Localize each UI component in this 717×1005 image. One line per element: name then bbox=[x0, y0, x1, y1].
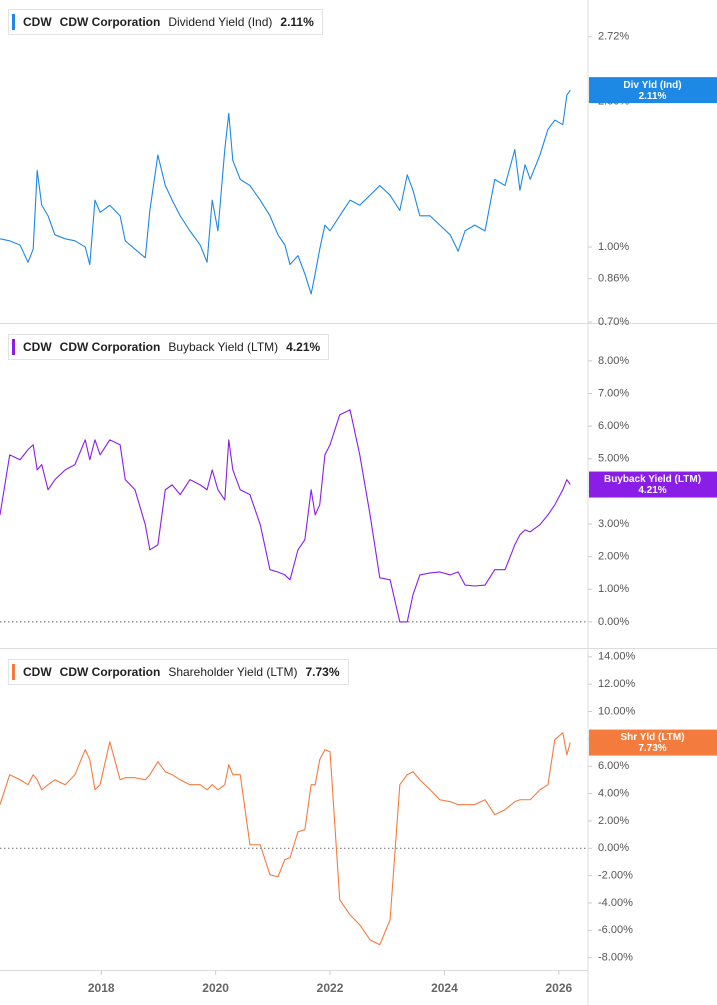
value-badge bbox=[589, 729, 717, 756]
y-tick-label: 0.00% bbox=[598, 616, 629, 628]
legend-series: Shareholder Yield (LTM) bbox=[168, 665, 298, 679]
y-tick-label: 6.00% bbox=[598, 420, 629, 432]
legend-value: 4.21% bbox=[286, 340, 321, 354]
legend: CDW CDW Corporation Dividend Yield (Ind) 2.… bbox=[8, 9, 323, 35]
badge-value: 7.73% bbox=[638, 743, 666, 754]
x-tick-label: 2022 bbox=[317, 981, 344, 995]
y-tick-label: -4.00% bbox=[598, 897, 633, 909]
badge-label: Div Yld (Ind) bbox=[623, 80, 681, 91]
y-tick-label: 5.00% bbox=[598, 453, 629, 465]
x-tick-label: 2024 bbox=[431, 981, 458, 995]
series-line bbox=[0, 409, 571, 623]
y-tick-label: -8.00% bbox=[598, 952, 633, 964]
y-tick-label: 3.00% bbox=[598, 518, 629, 530]
badge-label: Buyback Yield (LTM) bbox=[604, 474, 701, 485]
series-line bbox=[0, 89, 571, 295]
y-tick-label: 1.00% bbox=[598, 241, 629, 253]
legend-ticker: CDW bbox=[23, 665, 52, 679]
legend-color bbox=[12, 339, 15, 355]
legend-company: CDW Corporation bbox=[59, 15, 161, 29]
badge-value: 4.21% bbox=[638, 485, 666, 496]
y-tick-label: 7.00% bbox=[598, 387, 629, 399]
legend: CDW CDW Corporation Buyback Yield (LTM) 4.2… bbox=[8, 334, 330, 360]
legend-ticker: CDW bbox=[23, 15, 52, 29]
y-tick-label: 12.00% bbox=[598, 678, 636, 690]
y-tick-label: 0.86% bbox=[598, 273, 629, 285]
y-tick-label: 10.00% bbox=[598, 705, 636, 717]
y-tick-label: 14.00% bbox=[598, 651, 636, 663]
x-tick-label: 2018 bbox=[88, 981, 115, 995]
y-tick-label: 1.00% bbox=[598, 583, 629, 595]
badge-value: 2.11% bbox=[639, 91, 667, 102]
y-tick-label: 4.00% bbox=[598, 787, 629, 799]
legend-value: 2.11% bbox=[280, 15, 314, 29]
y-tick-label: 0.00% bbox=[598, 842, 629, 854]
legend-series: Dividend Yield (Ind) bbox=[168, 15, 273, 29]
legend-company: CDW Corporation bbox=[59, 665, 161, 679]
y-tick-label: -6.00% bbox=[598, 924, 633, 936]
y-tick-label: 2.72% bbox=[598, 31, 629, 43]
legend-color bbox=[12, 14, 15, 30]
value-badge bbox=[589, 77, 717, 104]
legend-color bbox=[12, 664, 15, 680]
series-line bbox=[0, 732, 571, 946]
y-tick-label: 8.00% bbox=[598, 355, 629, 367]
y-tick-label: 2.00% bbox=[598, 815, 629, 827]
legend-series: Buyback Yield (LTM) bbox=[168, 340, 279, 354]
y-tick-label: 6.00% bbox=[598, 760, 629, 772]
legend: CDW CDW Corporation Shareholder Yield (LTM… bbox=[8, 659, 349, 685]
x-tick-label: 2026 bbox=[545, 981, 572, 995]
y-tick-label: 0.70% bbox=[598, 316, 629, 328]
legend-value: 7.73% bbox=[305, 665, 340, 679]
value-badge bbox=[589, 471, 717, 498]
x-tick-label: 2020 bbox=[202, 981, 229, 995]
legend-company: CDW Corporation bbox=[59, 340, 161, 354]
legend-ticker: CDW bbox=[23, 340, 52, 354]
y-tick-label: 2.00% bbox=[598, 551, 629, 563]
y-tick-label: -2.00% bbox=[598, 870, 633, 882]
badge-label: Shr Yld (LTM) bbox=[620, 732, 684, 743]
